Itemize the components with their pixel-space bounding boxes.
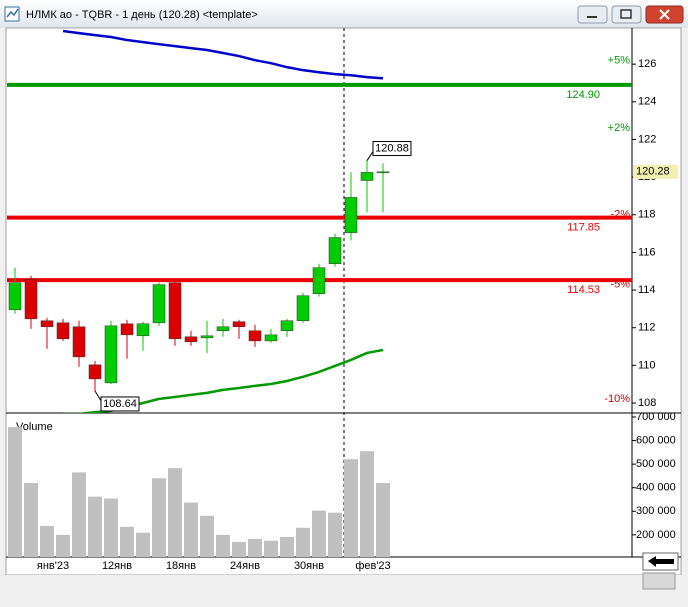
percent-label: -10%: [604, 393, 630, 405]
minimize-button[interactable]: [577, 5, 608, 24]
window-title: НЛМК ао - TQBR - 1 день (120.28) <templa…: [26, 9, 258, 21]
y-tick-label: 124: [638, 96, 656, 108]
moving-average: [62, 29, 384, 80]
candle-body: [8, 282, 22, 311]
y-tick-label: 114: [638, 284, 656, 296]
x-tick-label: 30янв: [294, 560, 324, 572]
x-tick-label: фев'23: [355, 560, 390, 572]
scroll-arrow: [648, 556, 674, 567]
candle-body: [360, 172, 374, 181]
volume-bar: [296, 527, 310, 557]
annotation-label: 108.64: [103, 398, 137, 410]
candle-body: [168, 282, 182, 340]
volume-bar: [216, 534, 230, 557]
candle-body: [280, 320, 294, 331]
candle-body: [328, 237, 342, 264]
volume-bar: [8, 427, 22, 557]
volume-bar: [136, 532, 150, 557]
candle-body: [376, 171, 390, 174]
x-tick-label: 24янв: [230, 560, 260, 572]
annotation-label: 120.88: [375, 142, 409, 154]
volume-tick-label: 300 000: [636, 505, 676, 517]
y-tick-label: 112: [638, 322, 656, 334]
volume-bar: [56, 534, 70, 557]
last-price-box: [633, 164, 678, 179]
close-glyph: [659, 9, 670, 20]
maximize-glyph: [620, 9, 632, 19]
candle-body: [296, 295, 310, 322]
y-tick-label: 126: [638, 58, 656, 70]
candle-body: [24, 279, 38, 320]
volume-bar: [344, 459, 358, 557]
volume-tick-label: 700 000: [636, 411, 676, 423]
volume-bar: [360, 451, 374, 557]
y-tick-label: 116: [638, 246, 656, 258]
scrollbar[interactable]: [6, 575, 681, 591]
volume-bar: [280, 536, 294, 557]
volume-bar: [248, 538, 262, 557]
candle-body: [136, 323, 150, 337]
level-label: 124.90: [566, 89, 600, 101]
annotation-box: [100, 396, 140, 412]
volume-bar: [104, 498, 118, 557]
volume-bar: [152, 478, 166, 557]
last-price-label: 120.28: [636, 166, 670, 178]
volume-bar: [328, 512, 342, 557]
volume-bar: [312, 510, 326, 557]
window-icon-glyph: [6, 8, 19, 18]
candle-body: [72, 326, 86, 358]
x-tick-label: янв'23: [37, 560, 69, 572]
volume-tick-label: 400 000: [636, 482, 676, 494]
volume-bar: [200, 515, 214, 557]
volume-bar: [24, 482, 38, 557]
maximize-button[interactable]: [611, 5, 642, 24]
volume-tick-label: 500 000: [636, 458, 676, 470]
volume-bar: [376, 482, 390, 557]
volume-bar: [120, 526, 134, 557]
candle-body: [264, 334, 278, 342]
scroll-thumb[interactable]: [642, 572, 676, 590]
candle-body: [152, 284, 166, 324]
x-tick-label: 18янв: [166, 560, 196, 572]
annotation-box: [372, 141, 412, 157]
x-tick-label: 12янв: [102, 560, 132, 572]
percent-label: +5%: [608, 54, 631, 66]
candle-body: [344, 197, 358, 233]
candle-body: [104, 325, 118, 384]
candle-body: [216, 326, 230, 331]
volume-label: Volume: [16, 421, 53, 433]
level-label: 117.85: [567, 221, 600, 233]
percent-label: +2%: [608, 122, 631, 134]
volume-tick-label: 200 000: [636, 529, 676, 541]
y-tick-label: 118: [638, 209, 656, 221]
candle-body: [40, 320, 54, 328]
volume-bar: [40, 525, 54, 557]
volume-bar: [184, 502, 198, 557]
candle-body: [312, 267, 326, 294]
candle-body: [88, 364, 102, 380]
volume-bar: [168, 468, 182, 557]
candle-body: [232, 321, 246, 328]
candle-body: [200, 335, 214, 339]
volume-bar: [88, 496, 102, 557]
candle-body: [120, 323, 134, 336]
volume-tick-label: 600 000: [636, 434, 676, 446]
level-label: 114.53: [567, 284, 600, 296]
y-tick-label: 122: [638, 133, 656, 145]
candle-body: [248, 330, 262, 342]
percent-label: -5%: [610, 278, 630, 290]
y-tick-label: 108: [638, 397, 656, 409]
volume-bar: [232, 541, 246, 557]
candle-body: [184, 336, 198, 343]
volume-bar: [264, 540, 278, 557]
candle-body: [56, 322, 70, 340]
y-tick-label: 110: [638, 359, 656, 371]
title-bar: [0, 0, 688, 28]
volume-bar: [72, 472, 86, 557]
percent-label: -2%: [610, 209, 630, 221]
